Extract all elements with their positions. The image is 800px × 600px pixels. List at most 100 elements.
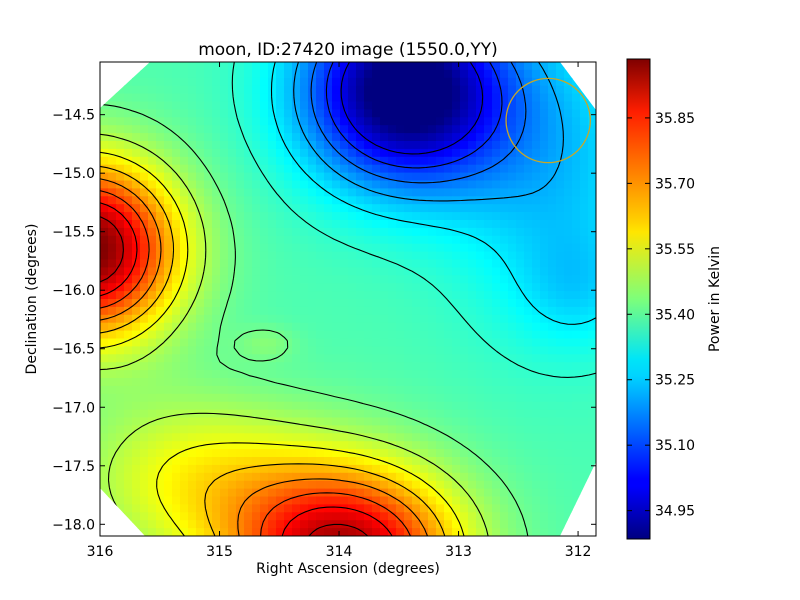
heatmap-cell (236, 322, 245, 332)
heatmap-cell (588, 220, 596, 229)
heatmap-cell (212, 299, 221, 308)
heatmap-cell (580, 275, 589, 284)
heatmap-cell (348, 125, 357, 134)
heatmap-cell (452, 472, 461, 482)
heatmap-cell (140, 346, 149, 355)
heatmap-cell (308, 133, 317, 142)
heatmap-cell (284, 314, 293, 324)
heatmap-cell (468, 346, 477, 355)
heatmap-cell (476, 449, 485, 458)
heatmap-cell (300, 393, 309, 403)
heatmap-cell (268, 354, 277, 363)
heatmap-cell (132, 330, 141, 340)
heatmap-cell (468, 141, 477, 150)
heatmap-cell (420, 85, 429, 95)
heatmap-cell (100, 401, 109, 411)
heatmap-cell (324, 441, 333, 450)
heatmap-cell (452, 62, 461, 71)
heatmap-cell (484, 283, 493, 292)
heatmap-cell (236, 496, 245, 505)
heatmap-cell (220, 117, 229, 126)
heatmap-cell (220, 69, 229, 79)
heatmap-cell (396, 220, 405, 229)
heatmap-cell (516, 496, 525, 505)
heatmap-cell (164, 85, 173, 95)
contour-line (100, 103, 529, 536)
heatmap-cell (580, 141, 589, 150)
heatmap-cell (292, 62, 301, 71)
heatmap-cell (116, 227, 125, 237)
heatmap-cell (364, 464, 373, 474)
heatmap-cell (260, 520, 269, 529)
heatmap-cell (556, 69, 565, 79)
heatmap-cell (116, 283, 125, 292)
heatmap-cell (332, 528, 341, 536)
heatmap-cell (444, 306, 453, 316)
heatmap-cell (268, 385, 277, 395)
heatmap-cell (444, 117, 453, 126)
heatmap-cell (492, 62, 501, 71)
heatmap-cell (236, 370, 245, 379)
heatmap-cell (452, 330, 461, 340)
heatmap-cell (516, 275, 525, 284)
heatmap-cell (268, 433, 277, 442)
heatmap-cell (292, 433, 301, 442)
heatmap-cell (332, 338, 341, 347)
heatmap-cell (452, 109, 461, 118)
heatmap-cell (428, 306, 437, 316)
heatmap-cell (476, 275, 485, 284)
heatmap-cell (148, 204, 157, 213)
heatmap-cell (404, 314, 413, 324)
heatmap-cell (428, 77, 437, 87)
contour-line (231, 62, 596, 378)
heatmap-cell (244, 314, 253, 324)
heatmap-cell (260, 496, 269, 505)
heatmap-cell (220, 354, 229, 363)
heatmap-cell (556, 235, 565, 245)
heatmap-cell (124, 393, 133, 403)
heatmap-cell (540, 338, 549, 347)
heatmap-cell (276, 164, 285, 174)
heatmap-cell (452, 259, 461, 268)
heatmap-cell (564, 196, 573, 205)
heatmap-cell (412, 433, 421, 442)
heatmap-cell (180, 417, 189, 426)
heatmap-cell (356, 441, 365, 450)
heatmap-cell (148, 472, 157, 482)
heatmap-cell (204, 370, 213, 379)
heatmap-cell (220, 267, 229, 276)
heatmap-cell (548, 480, 557, 490)
heatmap-cell (436, 164, 445, 174)
heatmap-cell (276, 220, 285, 229)
heatmap-cell (524, 322, 533, 332)
heatmap-cell (172, 172, 181, 182)
heatmap-cell (156, 520, 165, 529)
heatmap-cell (412, 417, 421, 426)
heatmap-cell (564, 425, 573, 434)
heatmap-cell (188, 62, 197, 71)
heatmap-cell (228, 480, 237, 490)
heatmap-cell (572, 172, 581, 182)
heatmap-cell (324, 227, 333, 237)
heatmap-cell (476, 433, 485, 442)
heatmap-cell (212, 433, 221, 442)
heatmap-cell (108, 370, 117, 379)
heatmap-cell (108, 385, 117, 395)
heatmap-cell (180, 204, 189, 213)
heatmap-cell (460, 457, 469, 466)
heatmap-cell (436, 235, 445, 245)
heatmap-cell (212, 172, 221, 182)
heatmap-cell (260, 204, 269, 213)
heatmap-cell (564, 243, 573, 253)
heatmap-cell (508, 449, 517, 458)
heatmap-cell (124, 417, 133, 426)
heatmap-cell (156, 172, 165, 182)
heatmap-cell (348, 433, 357, 442)
heatmap-cell (500, 512, 509, 521)
heatmap-cell (188, 306, 197, 316)
heatmap-cell (580, 117, 589, 126)
heatmap-cell (396, 401, 405, 411)
heatmap-cell (396, 69, 405, 79)
heatmap-cell (292, 212, 301, 221)
heatmap-cell (100, 417, 109, 426)
